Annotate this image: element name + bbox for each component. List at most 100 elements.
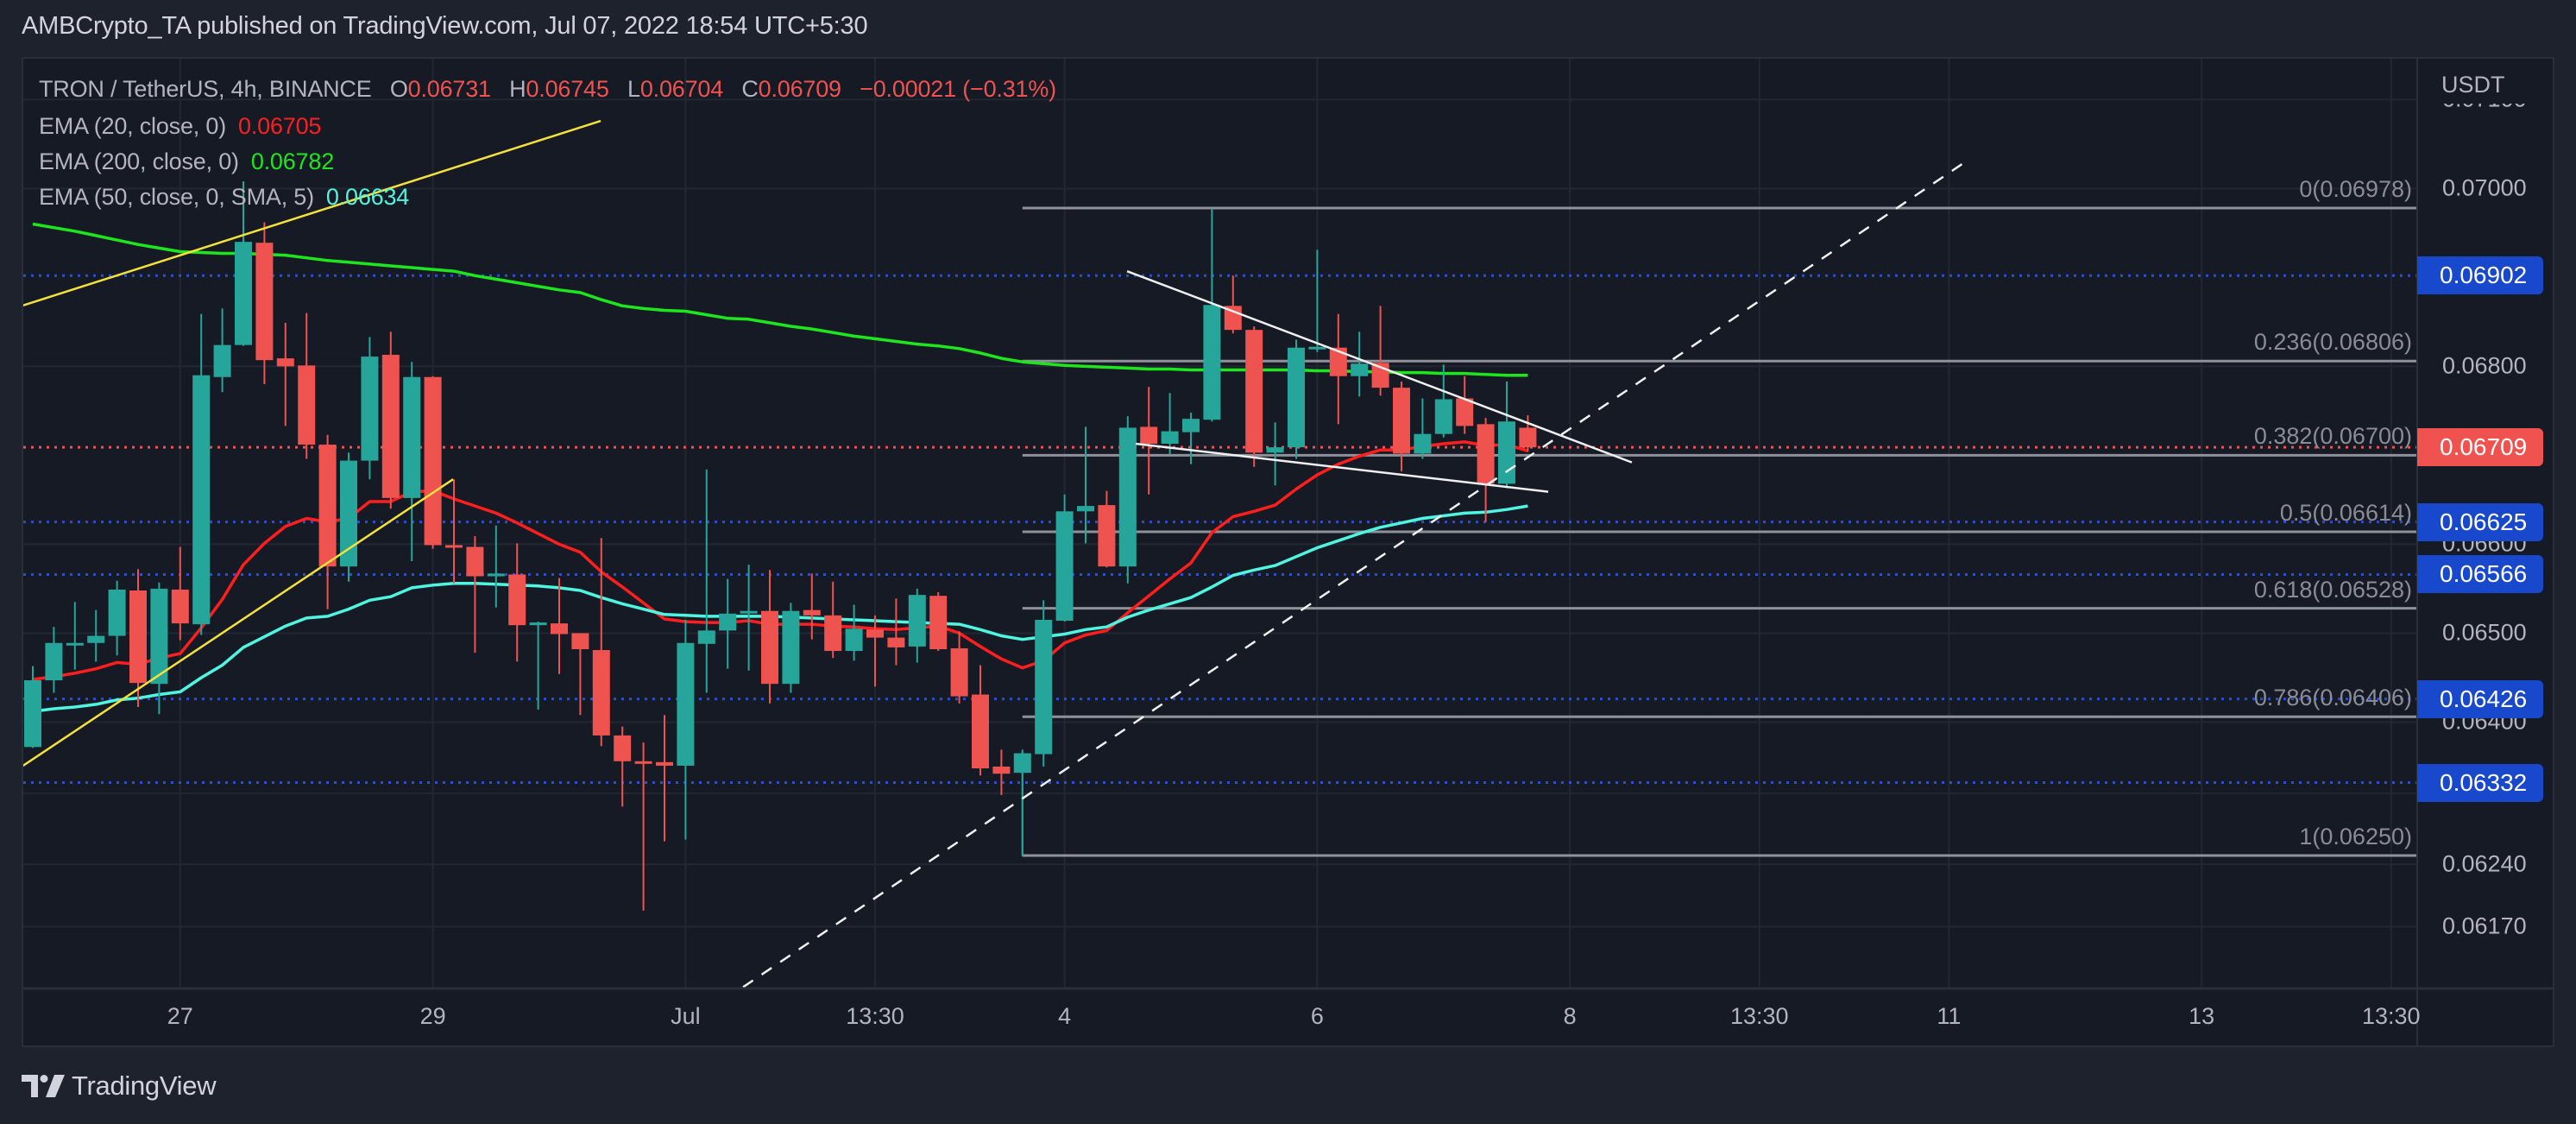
ema200-line	[32, 222, 1528, 377]
candle	[719, 578, 737, 669]
candle-body	[866, 629, 884, 638]
candle	[340, 452, 357, 582]
candle-body	[1118, 427, 1137, 567]
candle	[677, 619, 695, 840]
candle	[929, 592, 948, 652]
time-tick-label: 6	[1310, 1003, 1324, 1029]
candle-body	[1414, 433, 1432, 454]
symbol-legend[interactable]: TRON / TetherUS, 4h, BINANCE O0.06731 H0…	[39, 76, 1056, 103]
time-tick-label: 13	[2189, 1003, 2215, 1029]
candle	[508, 543, 526, 662]
candle	[1013, 749, 1031, 857]
time-tick-label: Jul	[671, 1003, 701, 1029]
candle	[424, 376, 442, 549]
candle	[87, 609, 105, 662]
candle	[592, 538, 610, 747]
candle	[24, 666, 41, 748]
candle-body	[381, 354, 400, 498]
price-level-tag[interactable]: 0.06625	[2417, 502, 2543, 541]
indicator-value: 0.06782	[250, 148, 335, 174]
price-level-tag[interactable]: 0.06709	[2417, 428, 2543, 467]
candle-body	[87, 635, 105, 643]
candle	[108, 580, 126, 656]
candle-body	[908, 595, 926, 647]
candle-body	[340, 460, 357, 567]
candle	[213, 308, 231, 393]
candle-body	[677, 642, 695, 766]
candle-body	[887, 637, 905, 647]
candle-body	[508, 574, 526, 626]
time-tick-label: 13:30	[1730, 1003, 1789, 1029]
candle	[381, 332, 400, 509]
candle-body	[740, 610, 758, 614]
indicator-legend-ema20[interactable]: EMA (20, close, 0) 0.06705	[39, 113, 321, 140]
close-label: C	[741, 76, 759, 102]
candle	[192, 313, 211, 635]
price-tick-label: 0.06500	[2442, 619, 2527, 646]
fib-level-label: 1(0.06250)	[2299, 824, 2412, 849]
trendlines[interactable]	[22, 119, 1970, 988]
candle-body	[298, 365, 316, 445]
candle	[697, 469, 715, 693]
candle	[887, 598, 905, 666]
candle-body	[992, 766, 1011, 774]
low-label: L	[627, 76, 640, 102]
price-level-tag[interactable]: 0.06566	[2417, 555, 2543, 594]
candle	[1414, 398, 1432, 459]
indicator-legend-ema50[interactable]: EMA (50, close, 0, SMA, 5) 0.06634	[39, 184, 409, 211]
candle-body	[719, 613, 737, 631]
price-tick-label: 0.06170	[2442, 912, 2527, 939]
candle-body	[45, 642, 63, 681]
price-level-tag[interactable]: 0.06332	[2417, 763, 2543, 802]
candle	[255, 222, 274, 384]
candle-body	[571, 633, 589, 649]
candle	[45, 627, 63, 693]
close-value: 0.06709	[758, 76, 841, 102]
candle	[866, 615, 884, 687]
candle-body	[929, 596, 948, 649]
candle-body	[592, 650, 610, 736]
candle-body	[634, 761, 652, 764]
ascending-dashed-trendline	[742, 158, 1970, 988]
currency-label: USDT	[2419, 66, 2553, 104]
candle	[150, 582, 168, 715]
high-value: 0.06745	[526, 76, 609, 102]
candle-body	[1329, 347, 1347, 376]
candle-body	[276, 358, 294, 367]
tradingview-logo[interactable]: TradingView	[22, 1070, 217, 1102]
candle	[824, 581, 842, 659]
candle	[1519, 415, 1537, 452]
candle-body	[487, 573, 505, 577]
price-tick-label: 0.06240	[2442, 850, 2527, 877]
chart-frame	[22, 57, 2554, 1047]
price-level-tag[interactable]: 0.06426	[2417, 679, 2543, 718]
candle	[1477, 418, 1495, 522]
candle	[1245, 326, 1263, 467]
candle-body	[150, 588, 168, 685]
candle-body	[1203, 305, 1221, 420]
candle-body	[108, 589, 126, 636]
price-level-tag[interactable]: 0.06902	[2417, 256, 2543, 295]
candle-body	[697, 630, 715, 644]
candle-body	[1182, 419, 1200, 433]
open-value: 0.06731	[407, 76, 491, 102]
candle	[466, 536, 484, 654]
candle	[1035, 600, 1053, 767]
candles	[24, 181, 1537, 911]
time-tick-label: 8	[1563, 1003, 1577, 1029]
indicator-label: EMA (50, close, 0, SMA, 5)	[39, 184, 314, 210]
publisher-line: AMBCrypto_TA published on TradingView.co…	[22, 12, 868, 40]
triangle-lower-trendline	[1135, 442, 1549, 493]
indicator-label: EMA (200, close, 0)	[39, 148, 239, 174]
candle-body	[403, 376, 421, 498]
candle	[1140, 387, 1158, 495]
candle	[571, 633, 589, 716]
indicator-legend-ema200[interactable]: EMA (200, close, 0) 0.06782	[39, 148, 334, 175]
candle	[950, 631, 968, 704]
candle-body	[529, 622, 547, 626]
candle	[66, 602, 84, 670]
candle	[972, 665, 989, 776]
candle	[1266, 422, 1284, 486]
candle-body	[66, 642, 84, 646]
